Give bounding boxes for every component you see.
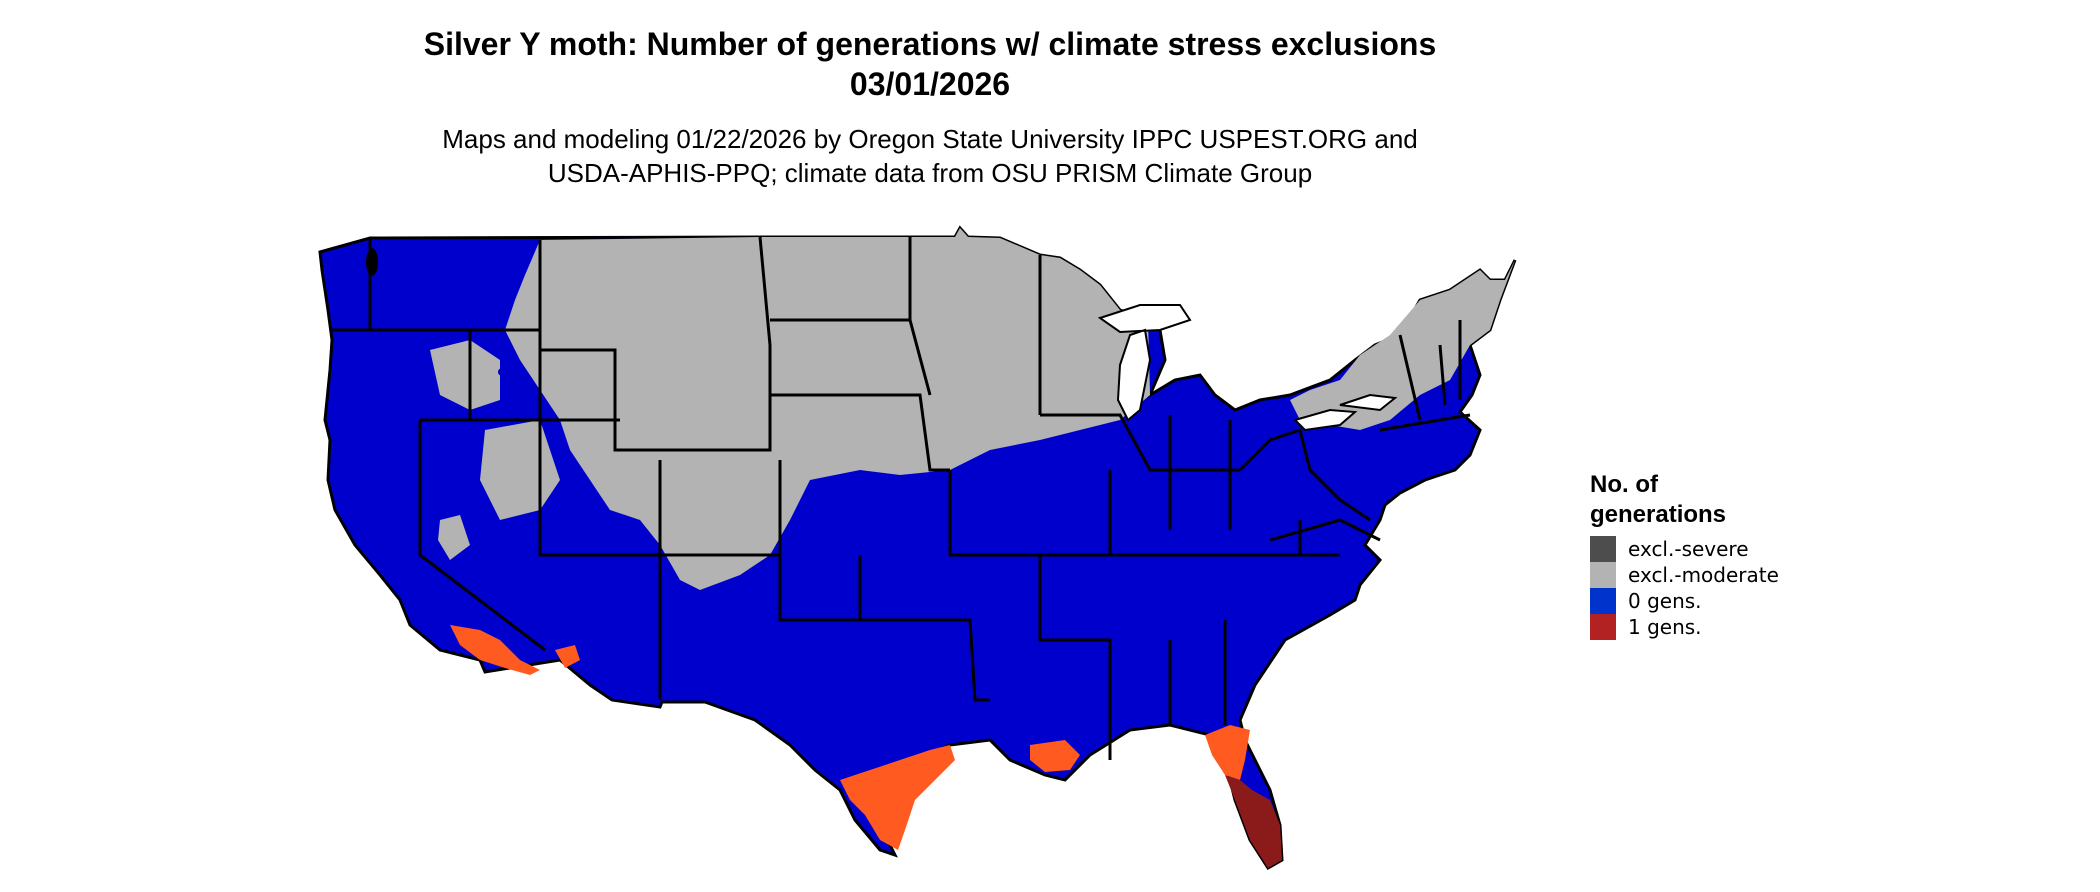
map-credit-line-1: Maps and modeling 01/22/2026 by Oregon S… bbox=[442, 124, 1418, 154]
exclusion-region-west-patches bbox=[430, 340, 720, 560]
legend-swatch bbox=[1590, 588, 1616, 614]
legend-item-excl-moderate: excl.-moderate bbox=[1590, 562, 1779, 588]
legend-title-line-2: generations bbox=[1590, 501, 1727, 528]
legend-swatch bbox=[1590, 562, 1616, 588]
map-credit-line-2: USDA-APHIS-PPQ; climate data from OSU PR… bbox=[547, 158, 1313, 188]
legend-label: 1 gens. bbox=[1628, 615, 1702, 639]
legend-swatch bbox=[1590, 614, 1616, 640]
state-borders bbox=[330, 236, 1471, 760]
legend-title: No. of bbox=[1590, 471, 1658, 498]
legend-item-0-gens: 0 gens. bbox=[1590, 588, 1702, 614]
legend-item-1-gens: 1 gens. bbox=[1590, 614, 1702, 640]
great-lakes bbox=[1097, 304, 1398, 432]
map-title: Silver Y moth: Number of generations w/ … bbox=[423, 26, 1437, 62]
one-gen-region-florida-south bbox=[1225, 775, 1282, 868]
legend-item-excl-severe: excl.-severe bbox=[1590, 536, 1749, 562]
legend-label: excl.-severe bbox=[1628, 537, 1749, 561]
one-gen-region-texas-coast bbox=[840, 745, 955, 850]
one-gen-region-louisiana bbox=[1030, 740, 1080, 772]
seattle-sound bbox=[366, 248, 378, 276]
one-gen-region-socal bbox=[450, 625, 580, 675]
legend-label: 0 gens. bbox=[1628, 589, 1702, 613]
great-salt-lake bbox=[498, 367, 512, 377]
map-date: 03/01/2026 bbox=[849, 66, 1011, 102]
one-gen-region-florida-north bbox=[1205, 725, 1250, 780]
legend-swatch bbox=[1590, 536, 1616, 562]
legend-label: excl.-moderate bbox=[1628, 563, 1779, 587]
